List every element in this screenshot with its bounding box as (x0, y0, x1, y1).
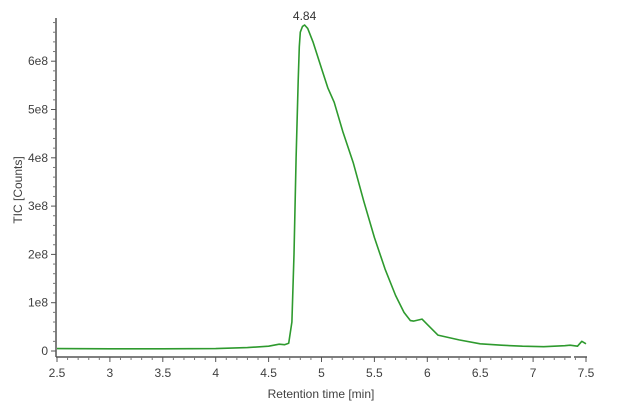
x-tick-label: 2.5 (49, 366, 66, 380)
y-axis-title: TIC [Counts] (11, 156, 25, 223)
y-tick-label: 1e8 (28, 296, 48, 310)
y-tick-label: 4e8 (28, 151, 48, 165)
x-tick-label: 7 (530, 366, 537, 380)
x-tick-label: 3.5 (154, 366, 171, 380)
x-axis-title: Retention time [min] (268, 387, 375, 401)
x-tick-label: 4.5 (260, 366, 277, 380)
x-tick-label: 5.5 (366, 366, 383, 380)
x-tick-label: 4 (212, 366, 219, 380)
y-tick-label: 0 (41, 344, 48, 358)
x-tick-label: 5 (318, 366, 325, 380)
y-tick-label: 5e8 (28, 103, 48, 117)
x-tick-label: 3 (107, 366, 114, 380)
x-axis: 2.5 3 3.5 4 4.5 5 5.5 6 6.5 7 7.5 (49, 356, 595, 380)
x-tick-label: 6 (424, 366, 431, 380)
x-tick-label: 7.5 (578, 366, 595, 380)
y-tick-label: 3e8 (28, 199, 48, 213)
tic-trace (56, 24, 587, 350)
y-axis: 0 1e8 2e8 3e8 4e8 5e8 6e8 (28, 18, 57, 358)
y-tick-label: 2e8 (28, 247, 48, 261)
peak-label: 4.84 (293, 9, 317, 23)
y-tick-label: 6e8 (28, 54, 48, 68)
x-tick-label: 6.5 (472, 366, 489, 380)
